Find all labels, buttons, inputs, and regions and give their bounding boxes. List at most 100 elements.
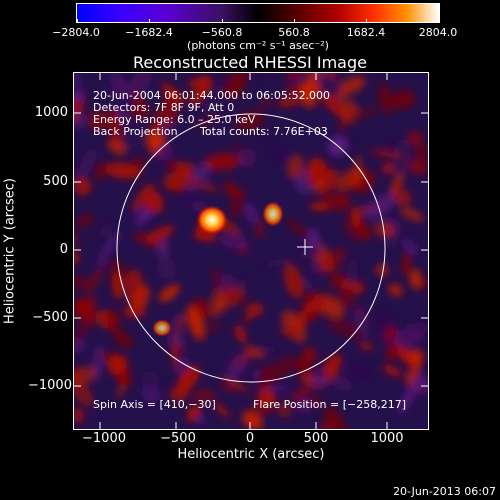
texture-blob [337, 288, 355, 308]
axis-ticks [73, 72, 429, 430]
x-tick-label: 0 [245, 431, 255, 446]
texture-blob [104, 162, 142, 179]
colorbar-tickmark [149, 19, 150, 23]
colorbar-tickmark [294, 19, 295, 23]
texture-blob [332, 376, 353, 391]
texture-blob [382, 139, 396, 150]
texture-blob [412, 375, 429, 393]
texture-blob [318, 87, 345, 118]
texture-blob [258, 346, 281, 354]
x-tick-label: 500 [303, 431, 329, 446]
texture-blob [186, 305, 206, 341]
texture-blob [186, 403, 201, 422]
texture-blob [280, 328, 301, 336]
texture-blob [398, 384, 417, 414]
texture-blob [288, 383, 316, 401]
texture-blob [389, 90, 416, 110]
texture-blob [293, 356, 314, 375]
solar-limb-circle [116, 113, 386, 383]
texture-blob [319, 77, 342, 97]
texture-blob [392, 189, 412, 206]
texture-blob [141, 371, 161, 390]
solar-image-plot [73, 72, 429, 430]
colorbar-tickmark [222, 19, 223, 23]
colorbar-tick-label: −2804.0 [52, 26, 100, 39]
secondary-source [262, 201, 284, 227]
texture-blob [259, 364, 272, 391]
flare-source [196, 205, 228, 235]
y-axis-label: Heliocentric Y (arcsec) [2, 178, 18, 324]
colorbar [76, 3, 440, 23]
texture-blob [318, 247, 347, 275]
texture-blob [296, 397, 312, 414]
texture-blob [125, 269, 145, 307]
texture-blob [219, 373, 251, 394]
texture-blob [321, 188, 345, 213]
texture-blob [255, 218, 265, 240]
texture-blob [410, 268, 421, 290]
texture-blob [78, 147, 97, 177]
texture-blob [157, 258, 177, 279]
texture-blob [335, 168, 364, 191]
texture-blob [88, 111, 108, 131]
texture-blob [173, 345, 185, 356]
texture-blob [304, 296, 328, 313]
texture-blob [281, 310, 307, 343]
texture-blob [287, 154, 304, 180]
texture-blob [344, 135, 356, 143]
texture-blob [157, 238, 169, 260]
texture-blob [99, 223, 113, 239]
texture-blob [400, 207, 424, 222]
colorbar-units: (photons cm⁻² s⁻¹ asec⁻²) [187, 39, 329, 52]
texture-blob [408, 349, 425, 364]
colorbar-tickmark [77, 19, 78, 23]
texture-blob [212, 268, 222, 289]
texture-blob [119, 128, 143, 151]
texture-blob [111, 327, 133, 349]
plot-timestamp: 20-Jun-2013 06:07 [393, 485, 496, 498]
texture-blob [271, 147, 288, 165]
texture-blob [73, 304, 101, 324]
y-tick-label: 0 [59, 242, 68, 257]
texture-blob [167, 315, 182, 349]
texture-blob [209, 287, 225, 319]
texture-blob [73, 366, 98, 385]
texture-blob [312, 157, 338, 188]
spin-axis-annotation: Spin Axis = [410,−30] [93, 398, 216, 411]
plot-title: Reconstructed RHESSI Image [133, 53, 367, 72]
texture-blob [220, 291, 249, 305]
texture-blob [259, 99, 271, 107]
texture-blob [263, 129, 272, 139]
texture-blob [104, 310, 119, 330]
texture-blob [286, 72, 310, 80]
colorbar-tick-label: −1682.4 [125, 26, 173, 39]
texture-blob [162, 170, 194, 191]
texture-blob [191, 390, 216, 400]
texture-blob [309, 202, 332, 211]
texture-blob [276, 402, 292, 418]
texture-blob [109, 72, 123, 84]
y-tick-label: 1000 [34, 105, 68, 120]
texture-blob [378, 82, 392, 115]
texture-blob [224, 181, 240, 198]
texture-blob [127, 72, 152, 100]
texture-blob [388, 284, 403, 296]
x-tick-label: −1000 [82, 431, 126, 446]
texture-blob [382, 364, 403, 378]
texture-blob [350, 206, 360, 229]
texture-blob [324, 407, 346, 430]
texture-blob [375, 264, 388, 276]
texture-blob [141, 386, 162, 403]
plot-border [73, 72, 429, 430]
y-tick-label: −1000 [28, 378, 72, 393]
texture-blob [402, 251, 411, 277]
texture-blob [223, 72, 248, 100]
texture-blob [382, 163, 394, 175]
texture-blob [300, 80, 317, 108]
texture-blob [141, 188, 164, 214]
texture-blob [242, 410, 263, 430]
texture-blob [338, 192, 350, 209]
texture-blob [407, 131, 423, 146]
texture-blob [152, 102, 180, 131]
x-tick-label: −500 [160, 431, 196, 446]
